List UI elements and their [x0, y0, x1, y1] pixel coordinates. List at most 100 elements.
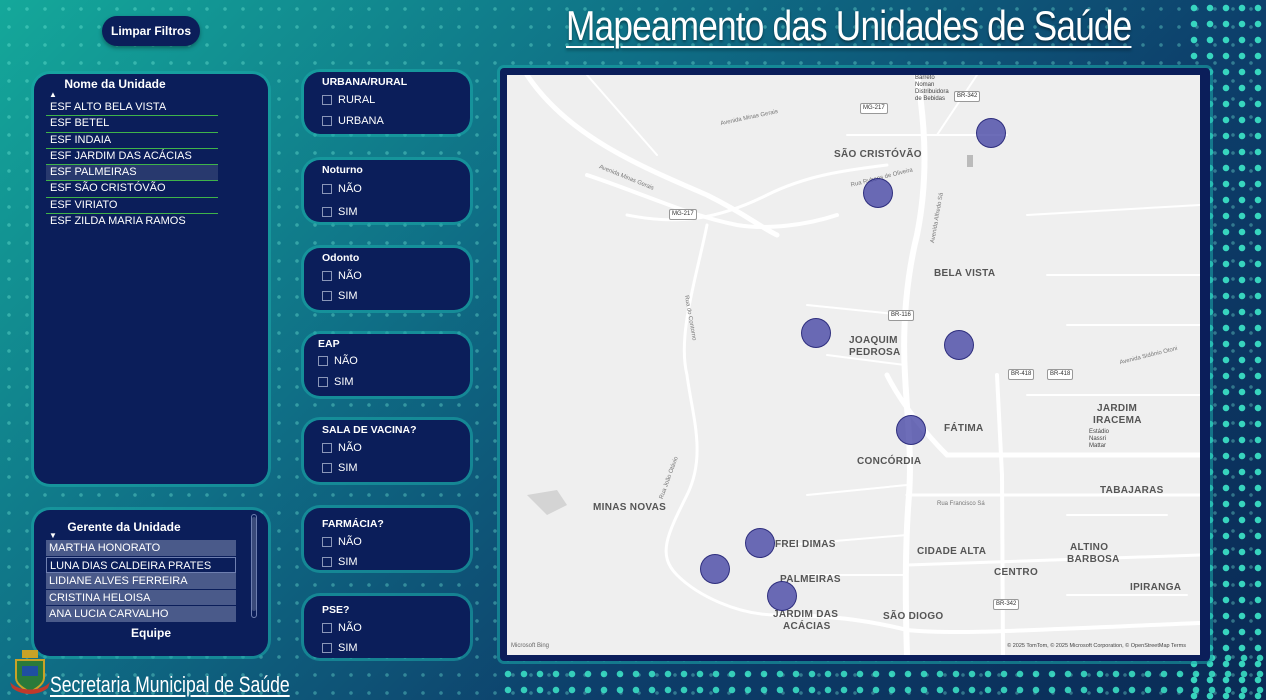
- unit-item-palmeiras[interactable]: ESF PALMEIRAS: [46, 165, 218, 182]
- option-nao[interactable]: NÃO: [322, 442, 362, 454]
- footer-label: Secretaria Municipal de Saúde: [50, 672, 290, 697]
- sort-ascending-icon[interactable]: ▲: [49, 90, 57, 99]
- manager-list: MARTHA HONORATO LUNA DIAS CALDEIRA PRATE…: [46, 540, 236, 623]
- road-label: Rua Francisco Sá: [937, 501, 985, 507]
- manager-item-lidiane-alves-ferreira[interactable]: LIDIANE ALVES FERREIRA: [46, 573, 236, 590]
- checkbox[interactable]: [322, 443, 332, 453]
- checkbox[interactable]: [322, 271, 332, 281]
- option-sim[interactable]: SIM: [322, 642, 358, 654]
- checkbox[interactable]: [322, 643, 332, 653]
- checkbox[interactable]: [318, 377, 328, 387]
- neighborhood-label: TABAJARAS: [1100, 485, 1164, 496]
- option-urbana[interactable]: URBANA: [322, 115, 384, 127]
- checkbox[interactable]: [322, 463, 332, 473]
- sort-descending-icon[interactable]: ▼: [49, 531, 57, 540]
- filter-sala-de-vacina: SALA DE VACINA? NÃO SIM: [304, 420, 470, 482]
- option-sim[interactable]: SIM: [322, 556, 358, 568]
- option-nao[interactable]: NÃO: [322, 536, 362, 548]
- checkbox[interactable]: [322, 557, 332, 567]
- team-label: Equipe: [130, 626, 171, 640]
- option-sim[interactable]: SIM: [322, 290, 358, 302]
- neighborhood-label: FREI DIMAS: [775, 539, 836, 550]
- unit-item-sao-cristovao[interactable]: ESF SÃO CRISTÓVÃO: [46, 181, 218, 198]
- health-unit-marker[interactable]: [700, 554, 730, 584]
- option-sim[interactable]: SIM: [318, 376, 354, 388]
- clear-filters-button[interactable]: Limpar Filtros: [102, 16, 200, 46]
- filter-title: EAP: [318, 338, 340, 350]
- manager-list-scroll-thumb[interactable]: [252, 517, 256, 611]
- checkbox[interactable]: [322, 291, 332, 301]
- neighborhood-label: PALMEIRAS: [780, 574, 841, 585]
- health-unit-marker[interactable]: [745, 528, 775, 558]
- option-label: NÃO: [338, 622, 362, 634]
- checkbox[interactable]: [318, 356, 328, 366]
- manager-slicer-panel: Gerente da Unidade ▼ MARTHA HONORATO LUN…: [34, 510, 268, 656]
- option-label: NÃO: [338, 536, 362, 548]
- checkbox[interactable]: [322, 623, 332, 633]
- map-attribution[interactable]: © 2025 TomTom, © 2025 Microsoft Corporat…: [1007, 643, 1186, 649]
- option-label: NÃO: [338, 270, 362, 282]
- manager-item-martha-honorato[interactable]: MARTHA HONORATO: [46, 540, 236, 557]
- filter-pse: PSE? NÃO SIM: [304, 596, 470, 658]
- unit-item-viriato[interactable]: ESF VIRIATO: [46, 198, 218, 215]
- option-label: NÃO: [334, 355, 358, 367]
- option-label: SIM: [338, 290, 358, 302]
- option-label: SIM: [334, 376, 354, 388]
- checkbox[interactable]: [322, 184, 332, 194]
- highway-shield: BR-116: [888, 310, 914, 321]
- manager-item-cristina-heloisa[interactable]: CRISTINA HELOISA: [46, 589, 236, 606]
- manager-item-luna-dias-caldeira-prates[interactable]: LUNA DIAS CALDEIRA PRATES: [46, 556, 236, 573]
- municipal-crest-icon: [10, 650, 50, 694]
- filter-title: PSE?: [322, 604, 350, 616]
- manager-list-scrollbar[interactable]: [251, 514, 257, 618]
- filter-odonto: Odonto NÃO SIM: [304, 248, 470, 310]
- health-unit-marker[interactable]: [896, 415, 926, 445]
- neighborhood-label: CENTRO: [994, 567, 1039, 578]
- health-unit-marker[interactable]: [801, 318, 831, 348]
- option-sim[interactable]: SIM: [322, 462, 358, 474]
- unit-item-indaia[interactable]: ESF INDAIA: [46, 133, 218, 149]
- poi-line: Distribuidora: [915, 89, 949, 95]
- health-unit-marker[interactable]: [767, 581, 797, 611]
- filter-noturno: Noturno NÃO SIM: [304, 160, 470, 222]
- option-nao[interactable]: NÃO: [322, 270, 362, 282]
- option-label: SIM: [338, 462, 358, 474]
- highway-shield: BR-418: [1047, 369, 1074, 380]
- poi-label: Estádio Nassri Mattar: [1089, 429, 1109, 450]
- manager-item-ana-lucia-carvalho[interactable]: ANA LUCIA CARVALHO: [46, 606, 236, 623]
- neighborhood-label: JOAQUIM: [849, 335, 898, 346]
- option-sim[interactable]: SIM: [322, 206, 358, 218]
- neighborhood-label: FÁTIMA: [944, 423, 984, 434]
- unit-item-alto-bela-vista[interactable]: ESF ALTO BELA VISTA: [46, 100, 218, 117]
- neighborhood-label: JARDIM DAS: [773, 609, 839, 620]
- map-visual-frame: SÃO CRISTÓVÃO BELA VISTA JOAQUIM PEDROSA…: [500, 68, 1210, 661]
- option-rural[interactable]: RURAL: [322, 94, 375, 106]
- option-label: RURAL: [338, 94, 376, 106]
- highway-shield: BR-342: [954, 91, 981, 102]
- health-unit-marker[interactable]: [944, 330, 974, 360]
- neighborhood-label: BELA VISTA: [934, 268, 996, 279]
- neighborhood-label: ALTINO: [1070, 542, 1109, 553]
- unit-item-jardim-das-acacias[interactable]: ESF JARDIM DAS ACÁCIAS: [46, 149, 218, 166]
- neighborhood-label: CIDADE ALTA: [917, 546, 987, 557]
- neighborhood-label: IPIRANGA: [1130, 582, 1182, 593]
- option-nao[interactable]: NÃO: [322, 622, 362, 634]
- filter-eap: EAP NÃO SIM: [304, 334, 470, 396]
- checkbox[interactable]: [322, 207, 332, 217]
- health-unit-marker[interactable]: [976, 118, 1006, 148]
- health-unit-marker[interactable]: [863, 178, 893, 208]
- checkbox[interactable]: [322, 116, 332, 126]
- option-nao[interactable]: NÃO: [322, 183, 362, 195]
- checkbox[interactable]: [322, 95, 332, 105]
- option-nao[interactable]: NÃO: [318, 355, 358, 367]
- poi-line: Barreto: [915, 75, 935, 81]
- poi-line: de Bebidas: [915, 96, 946, 102]
- filter-title: FARMÁCIA?: [322, 518, 384, 530]
- checkbox[interactable]: [322, 537, 332, 547]
- highway-shield: MG-217: [669, 209, 697, 220]
- unit-item-zilda-maria-ramos[interactable]: ESF ZILDA MARIA RAMOS: [50, 215, 186, 228]
- unit-item-betel[interactable]: ESF BETEL: [46, 116, 218, 133]
- filter-title: Noturno: [322, 164, 363, 176]
- map-canvas[interactable]: SÃO CRISTÓVÃO BELA VISTA JOAQUIM PEDROSA…: [507, 75, 1200, 655]
- option-label: NÃO: [338, 183, 362, 195]
